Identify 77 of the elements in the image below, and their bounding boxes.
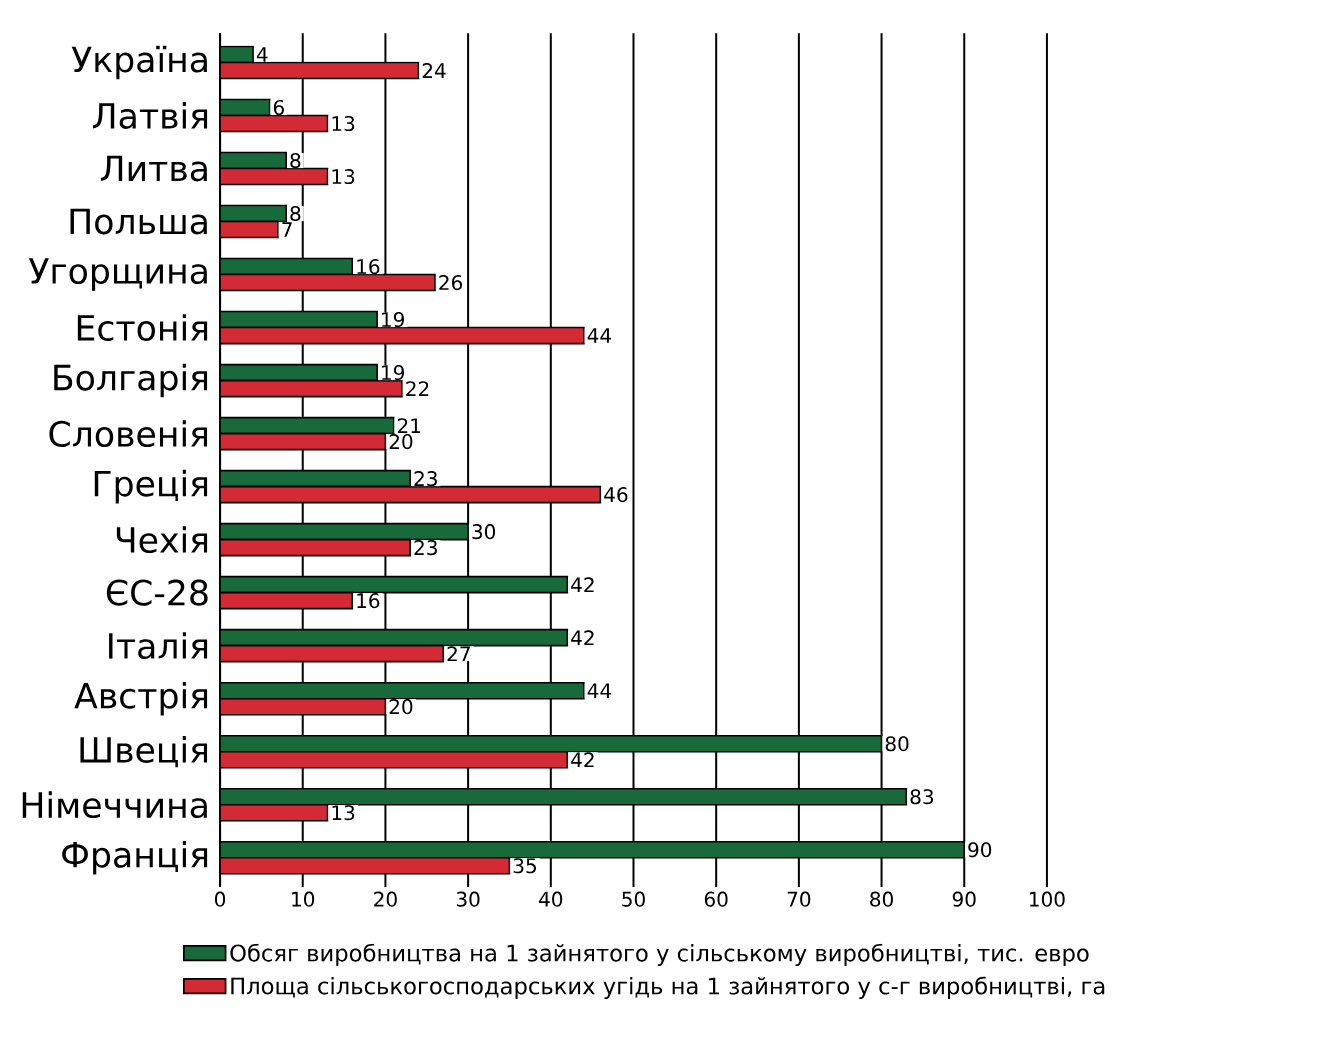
bar: [220, 379, 403, 398]
data-label: 44: [587, 683, 612, 699]
x-tick-label: 90: [952, 891, 976, 907]
x-tick-label: 40: [539, 891, 563, 907]
data-label: 83: [910, 789, 934, 805]
y-tick-label: Латвія: [92, 102, 208, 130]
y-tick-label: Угорщина: [28, 258, 207, 292]
x-tick-label: 0: [215, 891, 226, 907]
y-tick-label: Чехія: [116, 526, 208, 554]
data-label: 24: [422, 63, 446, 79]
data-label: 8: [290, 153, 301, 169]
bar: [220, 486, 602, 504]
y-tick-label: ЄС-28: [106, 579, 208, 606]
legend-label: Обсяг виробництва на 1 зайнятого у сільському виробництві, тис. евро: [230, 943, 1089, 967]
bar: [220, 417, 395, 435]
bar: [220, 576, 569, 594]
data-label: 13: [332, 169, 355, 185]
bar: [220, 629, 569, 647]
data-label: 19: [382, 365, 404, 381]
bar: [220, 326, 585, 345]
data-label: 20: [389, 434, 413, 450]
x-tick-label: 10: [292, 891, 315, 907]
data-label: 6: [273, 100, 284, 116]
y-tick-label: Естонія: [77, 314, 208, 342]
data-label: 13: [332, 116, 355, 132]
y-tick-label: Словенія: [49, 420, 208, 448]
data-label: 26: [439, 275, 463, 291]
y-tick-label: Литва: [100, 155, 207, 182]
y-tick-label: Австрія: [74, 682, 208, 716]
bar: [220, 273, 436, 292]
x-tick-label: 60: [704, 891, 728, 907]
x-tick-label: 50: [622, 891, 645, 907]
x-tick-label: 30: [456, 891, 480, 907]
y-tick-label: Греція: [94, 470, 208, 504]
data-label: 42: [571, 577, 594, 593]
data-label: 30: [472, 524, 496, 540]
data-label: 80: [885, 736, 909, 752]
y-tick-label: Болгарія: [54, 364, 208, 398]
x-tick-label: 70: [787, 891, 811, 907]
data-label: 16: [357, 259, 380, 275]
data-label: 8: [290, 206, 301, 222]
bar: [220, 61, 420, 80]
x-tick-label: 100: [1030, 891, 1065, 907]
bar: [220, 151, 287, 170]
x-tick-label: 20: [374, 891, 397, 907]
y-tick-label: Італія: [109, 632, 208, 660]
data-label: 20: [389, 699, 413, 715]
data-label: 19: [382, 312, 404, 328]
legend-label: Площа сільськогосподарських угідь на 1 зайнятого у с-г виробництві, га: [231, 976, 1105, 1000]
bar: [220, 204, 287, 223]
bar: [220, 523, 469, 541]
data-label: 13: [332, 805, 355, 821]
bar: [220, 698, 387, 716]
data-label: 23: [414, 540, 437, 556]
data-label: 21: [397, 418, 421, 434]
data-label: 42: [571, 630, 594, 646]
data-label: 4: [256, 47, 268, 62]
x-tick-label: 80: [870, 891, 893, 907]
bar: [220, 114, 329, 133]
data-label: 16: [357, 593, 380, 609]
data-label: 42: [571, 752, 594, 768]
y-tick-label: Швеція: [80, 736, 208, 768]
data-label: 90: [968, 842, 992, 858]
data-label: 27: [447, 646, 470, 662]
y-tick-label: Україна: [71, 45, 207, 80]
y-tick-label: Німеччина: [22, 791, 207, 819]
data-label: 22: [406, 381, 429, 397]
data-label: 46: [604, 487, 628, 503]
data-label: 44: [587, 328, 612, 344]
data-label: 23: [414, 471, 437, 487]
data-label: 35: [513, 858, 536, 874]
y-tick-label: Франція: [62, 841, 208, 875]
bar: [220, 167, 329, 186]
data-label: 7: [282, 222, 292, 238]
bar: [220, 735, 883, 753]
y-tick-label: Польша: [70, 208, 207, 235]
bar: [220, 682, 585, 700]
